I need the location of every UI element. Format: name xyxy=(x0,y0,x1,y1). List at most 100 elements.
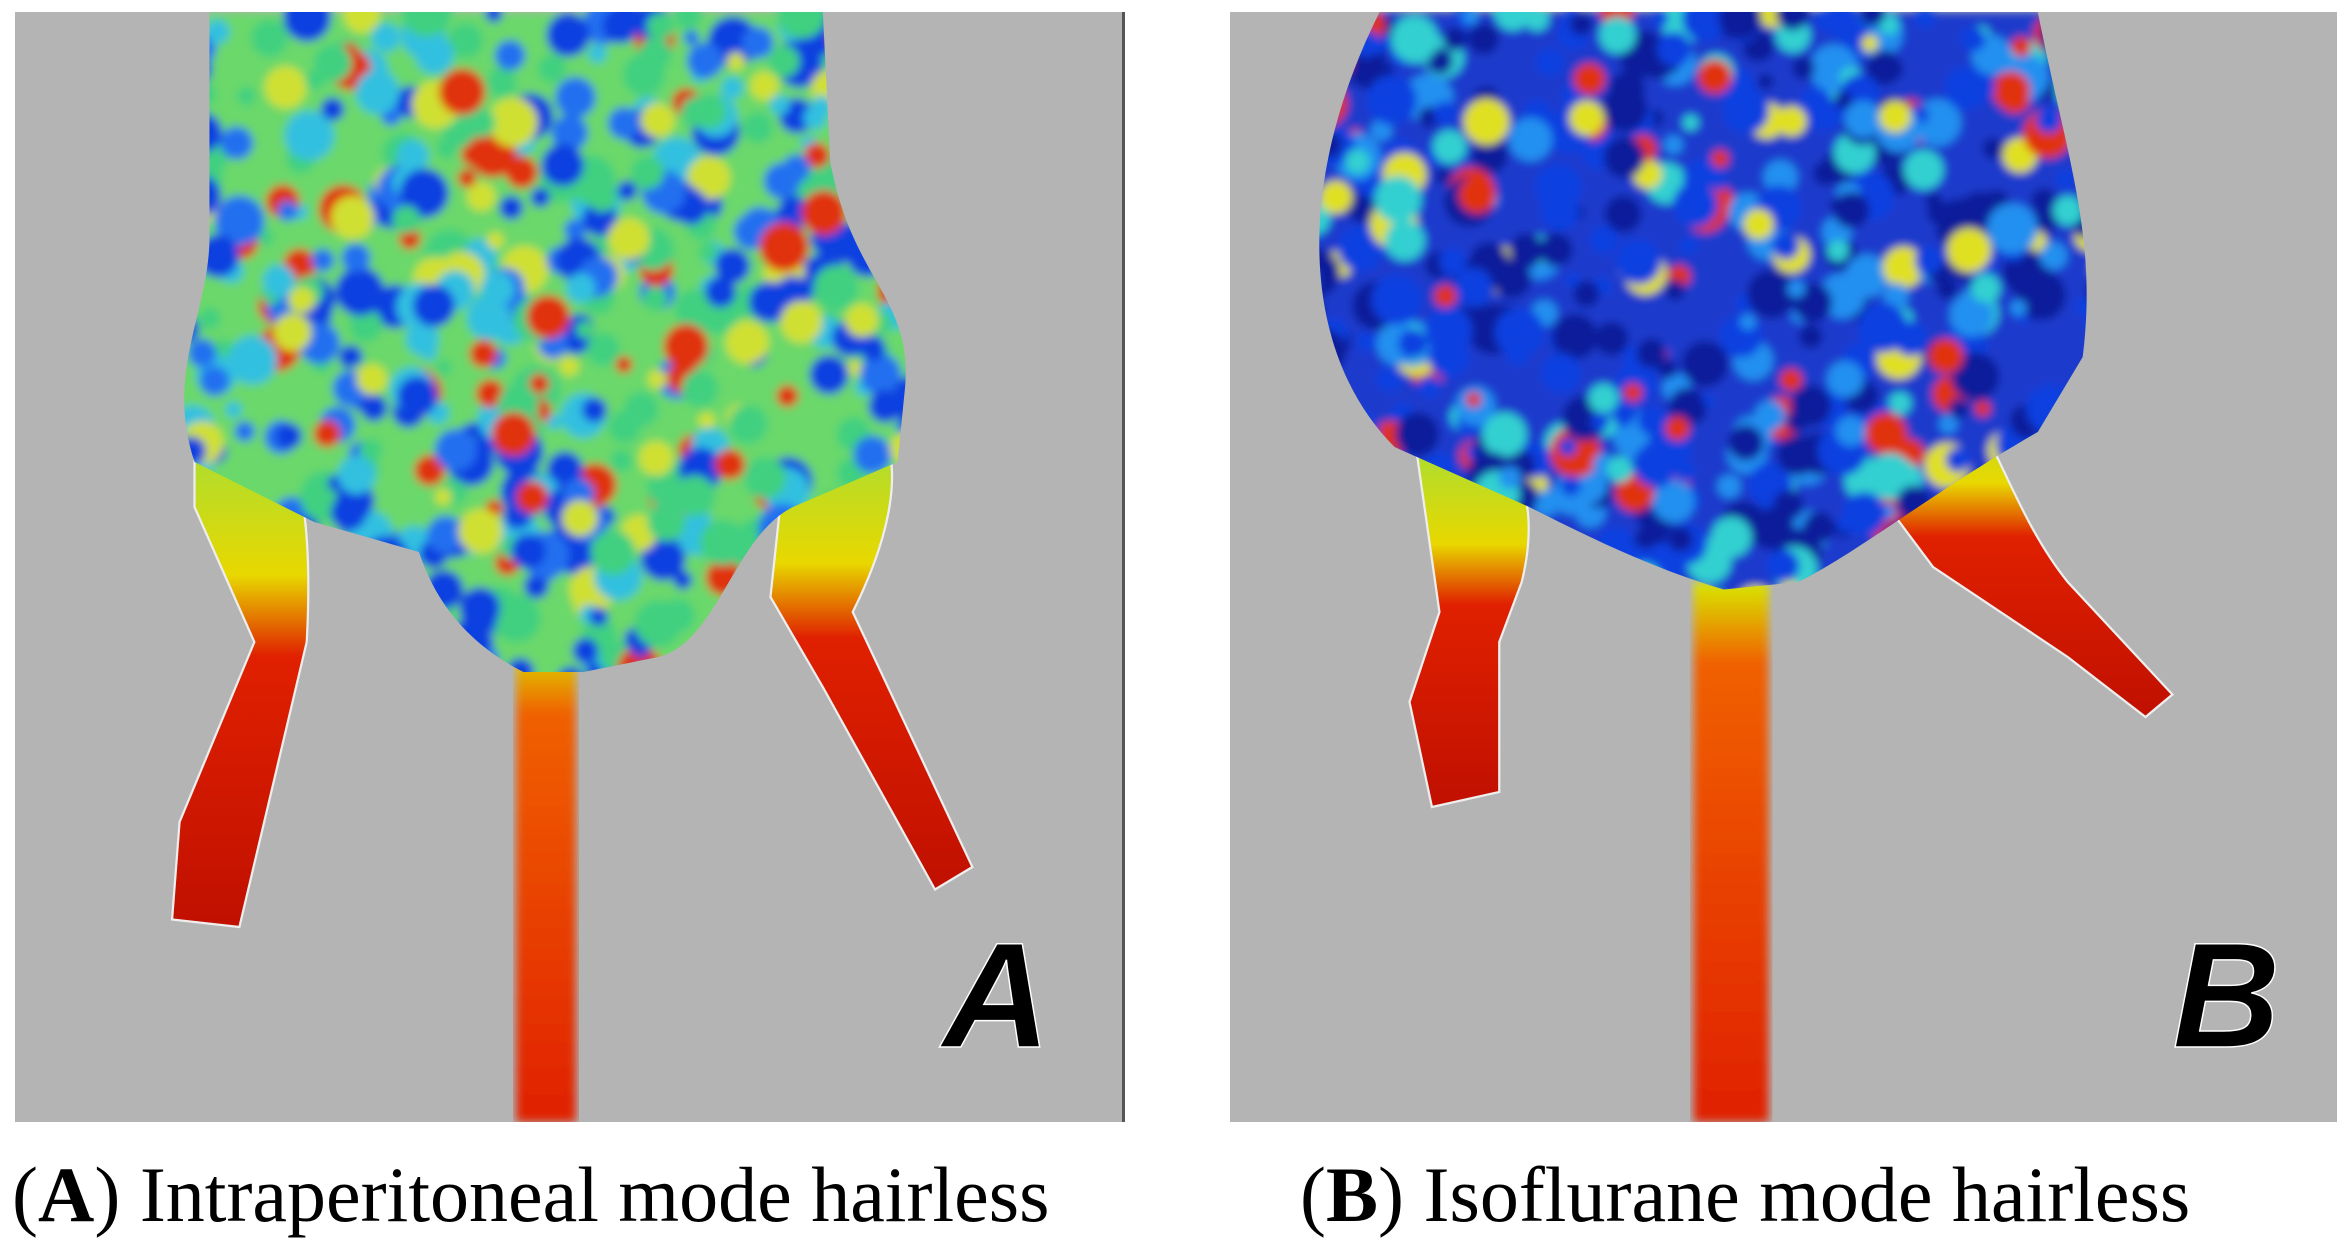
perfusion-spot xyxy=(1681,340,1729,388)
perfusion-spot xyxy=(264,66,307,109)
perfusion-image: B xyxy=(1230,12,2337,1122)
perfusion-spot xyxy=(1657,359,1678,379)
perfusion-spot xyxy=(640,102,676,138)
perfusion-spot xyxy=(2053,195,2083,226)
perfusion-spot xyxy=(859,353,902,396)
perfusion-spot xyxy=(1973,76,1996,99)
perfusion-spot xyxy=(782,154,811,183)
perfusion-spot xyxy=(868,389,902,423)
perfusion-spot xyxy=(647,369,668,389)
perfusion-spot xyxy=(1370,119,1393,141)
perfusion-spot xyxy=(1395,412,1440,457)
perfusion-spot xyxy=(1482,412,1527,458)
perfusion-spot xyxy=(777,12,827,39)
perfusion-spot xyxy=(316,309,332,326)
perfusion-spot xyxy=(1949,293,1994,338)
perfusion-spot xyxy=(1606,456,1633,483)
perfusion-spot xyxy=(1656,31,1692,67)
perfusion-spot xyxy=(749,71,779,101)
caption-paren: ) xyxy=(1378,1151,1404,1238)
perfusion-spot xyxy=(582,397,607,423)
perfusion-spot xyxy=(572,638,599,664)
perfusion-spot xyxy=(1682,114,1699,131)
perfusion-spot xyxy=(320,97,345,122)
perfusion-spot xyxy=(457,168,477,188)
perfusion-spot xyxy=(768,45,800,78)
perfusion-spot xyxy=(1398,329,1427,358)
perfusion-spot xyxy=(1944,65,1989,111)
perfusion-spot xyxy=(623,53,665,96)
perfusion-spot xyxy=(1893,321,1929,357)
perfusion-spot xyxy=(1992,71,2031,110)
perfusion-spot xyxy=(1494,12,1532,31)
perfusion-spot xyxy=(421,344,437,361)
perfusion-spot xyxy=(1560,475,1581,497)
perfusion-spot xyxy=(2075,297,2087,315)
perfusion-spot xyxy=(1728,425,1764,461)
perfusion-spot xyxy=(1763,159,1798,195)
perfusion-spot xyxy=(1525,12,1549,32)
panel-letter: B xyxy=(2172,911,2280,1079)
perfusion-spot xyxy=(1925,192,1942,209)
perfusion-spot xyxy=(586,332,620,366)
perfusion-spot xyxy=(673,570,693,590)
perfusion-spot xyxy=(576,320,594,339)
perfusion-spot xyxy=(1434,284,1457,308)
perfusion-spot xyxy=(1667,526,1693,552)
perfusion-spot xyxy=(663,323,709,370)
perfusion-spot xyxy=(1623,383,1643,402)
caption: (A) Intraperitoneal mode hairless xyxy=(12,1150,1049,1240)
perfusion-spot xyxy=(1319,180,1353,214)
perfusion-spot xyxy=(220,126,254,160)
perfusion-spot xyxy=(634,600,682,648)
perfusion-spot xyxy=(1923,115,1946,139)
perfusion-spot xyxy=(360,394,388,422)
perfusion-spot xyxy=(1754,400,1786,431)
perfusion-spot xyxy=(412,284,456,328)
perfusion-spot xyxy=(602,12,639,44)
perfusion-spot xyxy=(1426,47,1453,75)
perfusion-spot xyxy=(1565,272,1581,289)
perfusion-spot xyxy=(1552,314,1598,360)
perfusion-spot xyxy=(330,494,367,531)
perfusion-spot xyxy=(480,271,515,307)
perfusion-spot xyxy=(273,313,312,352)
perfusion-spot xyxy=(780,300,823,344)
perfusion-spot xyxy=(1509,233,1544,268)
perfusion-spot xyxy=(1677,394,1707,425)
perfusion-spot xyxy=(1443,27,1467,52)
caption-paren: ( xyxy=(12,1151,38,1238)
perfusion-spot xyxy=(714,248,751,284)
perfusion-spot xyxy=(1673,460,1696,483)
perfusion-spot xyxy=(1747,269,1796,319)
perfusion-spot xyxy=(401,12,452,38)
perfusion-spot xyxy=(551,114,588,152)
perfusion-spot xyxy=(434,488,452,506)
perfusion-spot xyxy=(587,182,618,212)
panel-letter: A xyxy=(938,911,1050,1079)
perfusion-spot xyxy=(426,515,465,554)
perfusion-spot xyxy=(1664,279,1686,301)
perfusion-spot xyxy=(337,456,376,495)
perfusion-spot xyxy=(466,182,496,212)
perfusion-spot xyxy=(1390,15,1439,64)
perfusion-spot xyxy=(889,431,906,465)
caption-letter: B xyxy=(1325,1151,1379,1238)
perfusion-spot xyxy=(466,295,511,340)
perfusion-spot xyxy=(705,276,736,308)
perfusion-spot xyxy=(1790,385,1832,427)
perfusion-spot xyxy=(742,112,773,143)
perfusion-spot xyxy=(1418,375,1441,398)
perfusion-spot xyxy=(275,422,302,450)
perfusion-spot xyxy=(1769,200,1794,224)
perfusion-spot xyxy=(486,67,517,98)
perfusion-spot xyxy=(1882,246,1925,289)
perfusion-spot xyxy=(801,190,847,236)
perfusion-spot xyxy=(674,475,716,517)
perfusion-spot xyxy=(1573,63,1606,95)
perfusion-spot xyxy=(448,23,484,58)
perfusion-spot xyxy=(225,401,242,418)
perfusion-spot xyxy=(1569,100,1605,136)
perfusion-spot xyxy=(615,356,633,373)
perfusion-spot xyxy=(640,535,686,581)
